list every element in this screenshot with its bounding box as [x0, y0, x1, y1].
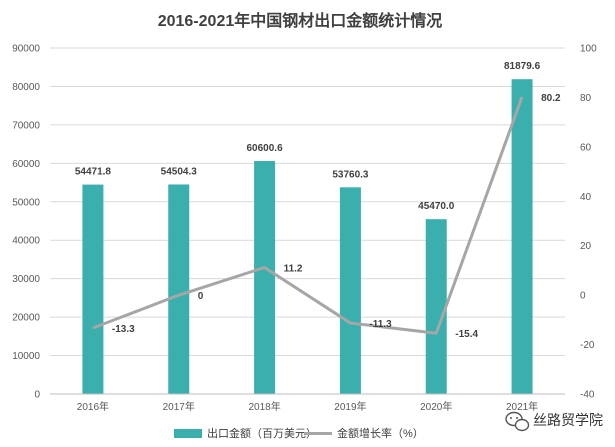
right-tick-label: 100 — [580, 44, 597, 55]
left-tick-label: 70000 — [12, 120, 40, 131]
right-axis: -40 -20 0 20 40 60 80 100 — [580, 44, 597, 401]
line-value-label: 0 — [198, 291, 204, 302]
line-value-label: 11.2 — [284, 263, 303, 274]
right-tick-label: 0 — [580, 291, 586, 302]
line-series — [92, 96, 524, 335]
right-tick-label: 20 — [580, 241, 592, 252]
right-tick-label: -40 — [580, 390, 595, 401]
bar — [254, 161, 276, 394]
line-value-label: 80.2 — [541, 93, 561, 104]
left-tick-label: 80000 — [12, 82, 40, 93]
left-tick-label: 90000 — [12, 44, 40, 55]
left-tick-label: 0 — [34, 390, 40, 401]
line-value-label: -15.4 — [455, 329, 478, 340]
wechat-icon — [505, 411, 530, 432]
line-value-label: -11.3 — [369, 319, 392, 330]
right-tick-label: -20 — [580, 340, 595, 351]
line-data-labels: -13.3 0 11.2 -11.3 -15.4 80.2 — [112, 93, 561, 340]
bar-value-label: 81879.6 — [504, 61, 541, 72]
grid-lines — [50, 47, 565, 395]
bar-value-label: 60600.6 — [247, 143, 284, 154]
bar — [511, 79, 533, 394]
bar-series — [82, 79, 533, 394]
bar — [339, 187, 361, 394]
legend: 出口金额（百万美元） 金额增长率（%） — [174, 426, 424, 440]
legend-label-line: 金额增长率（%） — [337, 426, 424, 440]
x-tick-label: 2017年 — [163, 400, 195, 413]
left-tick-label: 30000 — [12, 274, 40, 285]
right-tick-label: 80 — [580, 93, 592, 104]
right-tick-label: 40 — [580, 192, 592, 203]
bar-data-labels: 54471.8 54504.3 60600.6 53760.3 45470.0 81879… — [75, 61, 541, 212]
x-tick-label: 2020年 — [420, 400, 452, 413]
left-tick-label: 20000 — [12, 313, 40, 324]
left-tick-label: 50000 — [12, 197, 40, 208]
left-axis: 0 10000 20000 30000 40000 50000 60000 70000 8000… — [12, 44, 40, 401]
line-value-label: -13.3 — [112, 324, 135, 335]
legend-swatch-bar — [174, 429, 202, 438]
bar-value-label: 53760.3 — [332, 169, 369, 180]
bar — [425, 219, 447, 394]
growth-line — [92, 96, 524, 335]
x-tick-label: 2021年 — [506, 400, 538, 413]
chart-title: 2016-2021年中国钢材出口金额统计情况 — [158, 11, 443, 30]
right-tick-label: 60 — [580, 142, 592, 153]
x-tick-label: 2019年 — [334, 400, 366, 413]
x-axis: 2016年 2017年 2018年 2019年 2020年 2021年 — [50, 393, 565, 413]
watermark: 丝路贸学院 — [505, 411, 603, 432]
left-tick-label: 40000 — [12, 236, 40, 247]
bar — [82, 184, 104, 394]
x-tick-label: 2016年 — [77, 400, 109, 413]
bar-value-label: 54471.8 — [75, 167, 112, 178]
bar — [168, 184, 190, 394]
bar-value-label: 54504.3 — [161, 166, 198, 177]
watermark-text: 丝路贸学院 — [533, 412, 603, 428]
left-tick-label: 10000 — [12, 351, 40, 362]
x-tick-label: 2018年 — [248, 400, 280, 413]
legend-label-bar: 出口金额（百万美元） — [207, 426, 317, 440]
bar-value-label: 45470.0 — [418, 201, 455, 212]
left-tick-label: 60000 — [12, 159, 40, 170]
